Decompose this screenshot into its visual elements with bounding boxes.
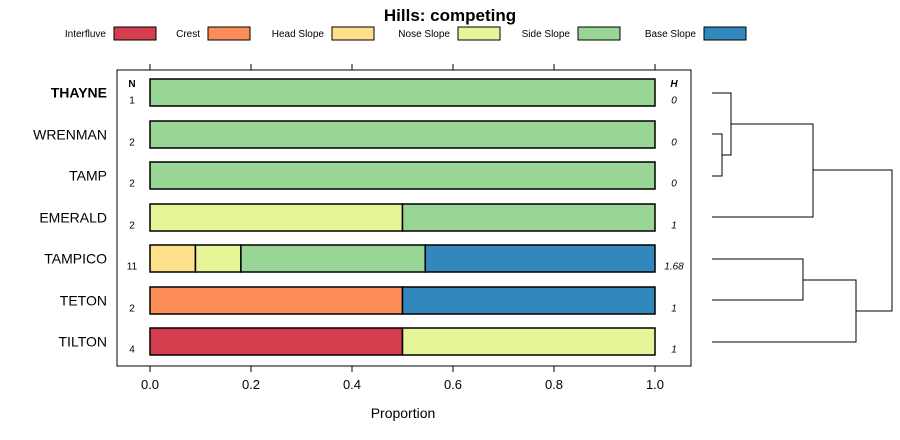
h-value-teton: 1 — [671, 304, 677, 315]
x-tick-label-3: 0.6 — [444, 377, 462, 392]
h-column-header: H — [670, 79, 678, 90]
legend-swatch-crest — [207, 26, 251, 41]
n-value-tampico: 11 — [127, 262, 138, 273]
legend-swatch-side-slope — [577, 26, 621, 41]
dendrogram-branch-5 — [712, 279, 857, 343]
bar-wrenman-side-slope — [149, 120, 656, 149]
legend-label-side-slope: Side Slope — [522, 29, 571, 40]
bar-tampico-base-slope — [424, 244, 656, 273]
x-tick-label-0: 0.0 — [141, 377, 159, 392]
h-value-tampico: 1.68 — [664, 262, 684, 273]
dendrogram-branch-6 — [813, 169, 893, 312]
h-value-thayne: 0 — [671, 96, 677, 107]
bar-teton-crest — [149, 286, 404, 315]
n-value-tilton: 4 — [129, 345, 135, 356]
legend-swatch-head-slope — [331, 26, 375, 41]
row-label-tampico: TAMPICO — [44, 251, 107, 267]
row-label-teton: TETON — [60, 293, 107, 309]
n-column-header: N — [128, 79, 135, 90]
dendrogram — [712, 92, 893, 343]
legend-swatch-base-slope — [703, 26, 747, 41]
legend-label-nose-slope: Nose Slope — [398, 29, 450, 40]
row-label-tilton: TILTON — [59, 334, 108, 350]
h-value-wrenman: 0 — [671, 138, 677, 149]
x-axis-label: Proportion — [371, 405, 436, 421]
x-tick-label-1: 0.2 — [242, 377, 260, 392]
bar-tilton-nose-slope — [401, 327, 656, 356]
bar-tampico-side-slope — [240, 244, 426, 273]
bar-tampico-head-slope — [149, 244, 197, 273]
plot-frame — [116, 69, 692, 367]
n-value-teton: 2 — [129, 304, 135, 315]
bar-tampico-nose-slope — [194, 244, 242, 273]
h-value-tilton: 1 — [671, 345, 677, 356]
n-value-tamp: 2 — [129, 179, 135, 190]
bars-group — [149, 78, 656, 356]
dendrogram-branch-3 — [712, 123, 814, 218]
n-value-wrenman: 2 — [129, 138, 135, 149]
legend: Interfluve Crest Head Slope Nose Slope Side … — [65, 26, 747, 41]
legend-label-base-slope: Base Slope — [645, 29, 697, 40]
h-value-tamp: 0 — [671, 179, 677, 190]
x-axis: 0.0 0.2 0.4 0.6 0.8 1.0 — [141, 64, 664, 392]
n-value-thayne: 1 — [129, 96, 135, 107]
x-tick-label-2: 0.4 — [343, 377, 361, 392]
bar-thayne-side-slope — [149, 78, 656, 107]
x-tick-label-4: 0.8 — [545, 377, 563, 392]
x-tick-label-5: 1.0 — [646, 377, 664, 392]
chart-title: Hills: competing — [384, 6, 516, 25]
legend-label-crest: Crest — [176, 29, 200, 40]
row-label-wrenman: WRENMAN — [33, 127, 107, 143]
row-label-thayne: THAYNE — [51, 85, 107, 101]
row-label-tamp: TAMP — [69, 168, 107, 184]
bar-tilton-interfluve — [149, 327, 404, 356]
bar-tamp-side-slope — [149, 161, 656, 190]
legend-label-head-slope: Head Slope — [272, 29, 325, 40]
legend-swatch-interfluve — [113, 26, 157, 41]
bar-emerald-nose-slope — [149, 203, 404, 232]
dendrogram-branch-1 — [712, 133, 723, 177]
legend-swatch-nose-slope — [457, 26, 501, 41]
legend-label-interfluve: Interfluve — [65, 29, 107, 40]
row-labels: THAYNE 1 0 WRENMAN 2 0 TAMP 2 0 EMERALD 2 1 TAMPICO 1… — [33, 85, 684, 356]
n-value-emerald: 2 — [129, 221, 135, 232]
h-value-emerald: 1 — [671, 221, 677, 232]
bar-teton-base-slope — [401, 286, 656, 315]
dendrogram-branch-4 — [712, 258, 804, 301]
row-label-emerald: EMERALD — [39, 210, 107, 226]
bar-emerald-side-slope — [401, 203, 656, 232]
